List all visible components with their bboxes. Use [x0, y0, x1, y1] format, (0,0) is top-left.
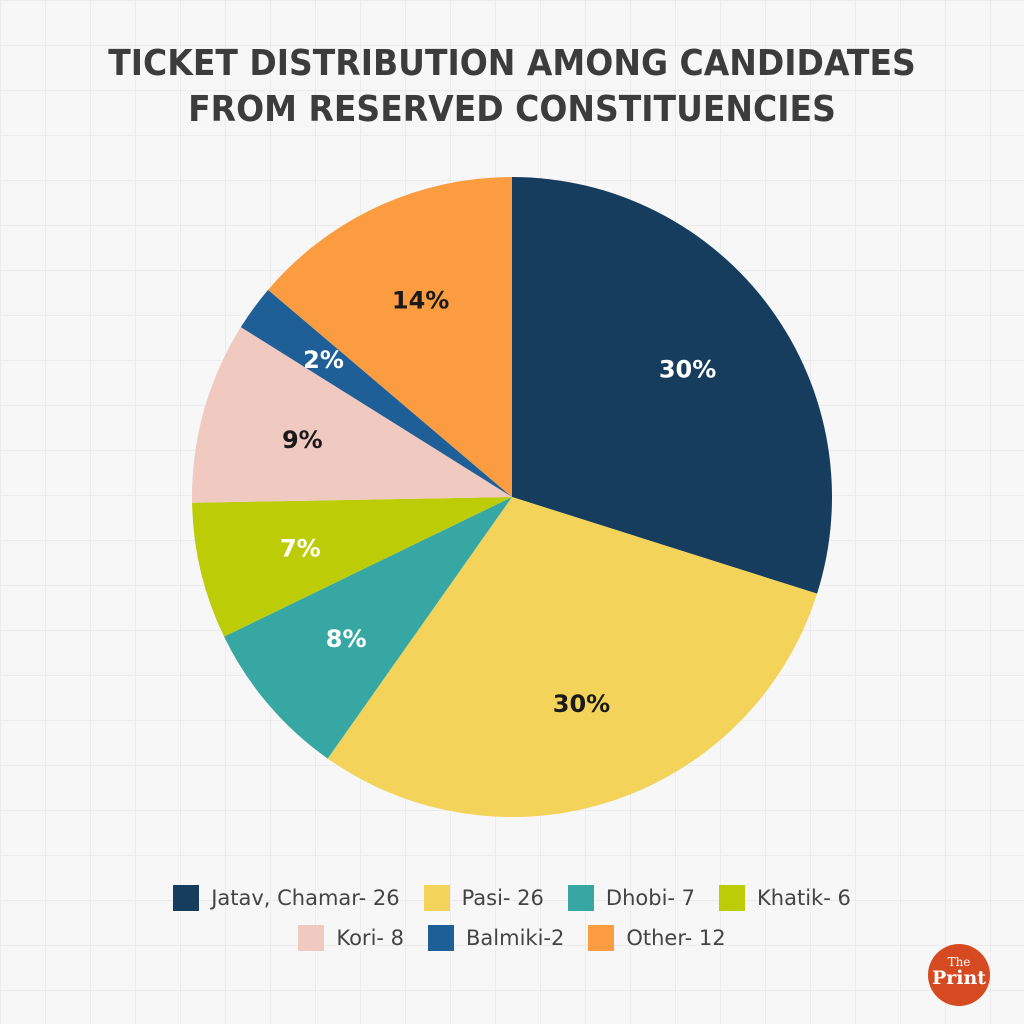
legend-row-1: Jatav, Chamar- 26 Pasi- 26 Dhobi- 7 Khatik-… [0, 878, 1024, 918]
legend-swatch [423, 885, 450, 911]
legend-item: Kori- 8 [298, 925, 404, 951]
chart-title-line1: TICKET DISTRIBUTION AMONG CANDIDATES [108, 41, 916, 84]
legend-row-2: Kori- 8 Balmiki-2 Other- 12 [0, 918, 1024, 958]
legend-item: Other- 12 [588, 925, 726, 951]
pie-slice-jatav-chamar [512, 177, 833, 594]
legend-swatch [428, 925, 455, 951]
pie-slice-kori [192, 327, 512, 503]
legend-label: Balmiki-2 [466, 926, 565, 950]
logo-line1: The [947, 955, 971, 969]
pie-slice-other [268, 177, 512, 497]
legend-swatch [298, 925, 325, 951]
legend-item: Khatik- 6 [719, 885, 851, 911]
chart-title: TICKET DISTRIBUTION AMONG CANDIDATES FRO… [0, 40, 1024, 132]
legend: Jatav, Chamar- 26 Pasi- 26 Dhobi- 7 Khatik-… [0, 878, 1024, 958]
pie-slice-balmiki [240, 289, 512, 497]
legend-item: Dhobi- 7 [567, 885, 696, 911]
pie-label: 30% [553, 690, 610, 718]
pie-label: 9% [282, 426, 323, 454]
legend-swatch [173, 885, 200, 911]
theprint-logo: The Print [928, 944, 990, 1006]
legend-label: Kori- 8 [336, 926, 405, 950]
legend-label: Pasi- 26 [461, 886, 544, 910]
pie-label: 2% [303, 346, 344, 374]
pie-label: 7% [280, 535, 321, 563]
pie-label: 30% [659, 355, 716, 383]
pie-slice-dhobi [224, 497, 512, 759]
logo-line2: Print [931, 967, 987, 989]
legend-label: Dhobi- 7 [605, 886, 696, 910]
legend-label: Jatav, Chamar- 26 [211, 886, 400, 910]
legend-label: Other- 12 [626, 926, 726, 950]
pie-slice-pasi [327, 497, 818, 817]
legend-swatch [719, 885, 746, 911]
legend-swatch [567, 885, 594, 911]
legend-item: Pasi- 26 [423, 885, 544, 911]
legend-item: Jatav, Chamar- 26 [173, 885, 400, 911]
legend-swatch [588, 925, 615, 951]
pie-label: 14% [392, 287, 449, 315]
pie-label: 8% [326, 625, 367, 653]
legend-label: Khatik- 6 [757, 886, 851, 910]
legend-item: Balmiki-2 [428, 925, 564, 951]
chart-title-line2: FROM RESERVED CONSTITUENCIES [188, 87, 836, 130]
pie-slice-khatik [192, 497, 512, 637]
